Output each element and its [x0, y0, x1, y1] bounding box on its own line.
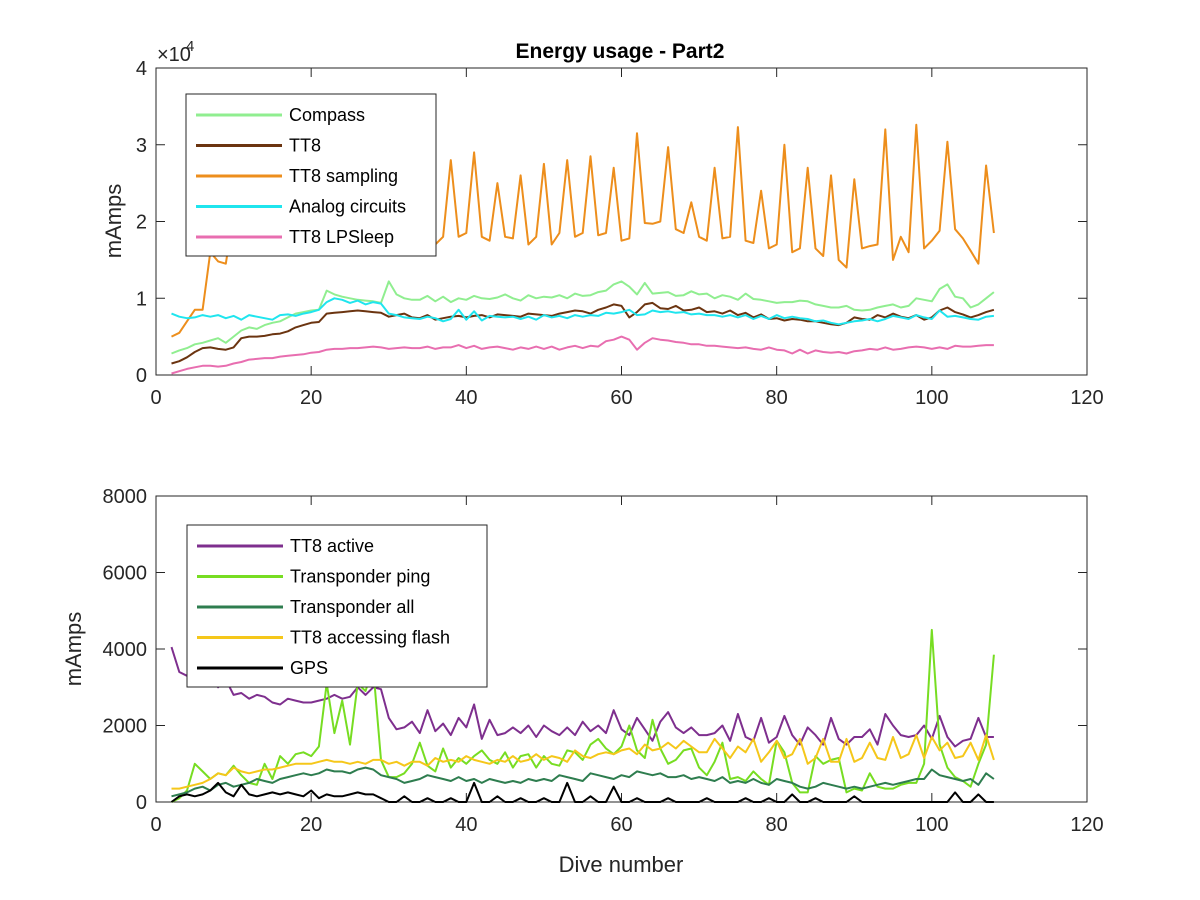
legend-entry-label: GPS	[290, 658, 328, 678]
x-axis-label: Dive number	[559, 852, 684, 877]
plot-area-bottom: 0 20 40 60 80 100 120 0 2000 4000 6000 8000 TT8 acti…	[103, 486, 1104, 836]
series-line-tt8-lpsleep	[171, 335, 994, 375]
x-tick-label: 20	[300, 814, 322, 836]
y-exponent-label: ×10 4	[157, 38, 194, 66]
y-tick-label: 1	[136, 288, 147, 310]
x-tick-label: 60	[610, 387, 632, 409]
x-tick-label: 120	[1070, 387, 1103, 409]
y-axis-label: mAmps	[61, 612, 86, 687]
y-exponent-base: ×10	[157, 44, 191, 66]
x-tick-label: 100	[915, 387, 948, 409]
legend-entry-label: Compass	[289, 105, 365, 125]
legend-entry-label: Analog circuits	[289, 197, 406, 217]
series-line-analog-circuits	[171, 297, 995, 326]
x-tick-label: 40	[455, 387, 477, 409]
series-line-compass	[171, 280, 995, 355]
legend-entry-label: Transponder all	[290, 597, 414, 617]
y-tick-label: 6000	[103, 563, 148, 585]
y-tick-label: 0	[136, 792, 147, 814]
series-line-tt8	[171, 301, 995, 365]
legend-entry-label: TT8 accessing flash	[290, 628, 450, 648]
x-tick-label: 40	[455, 814, 477, 836]
series-line-tt8-active	[170, 646, 994, 748]
x-tick-label: 80	[766, 814, 788, 836]
legend: TT8 active Transponder ping Transponder al…	[186, 524, 488, 688]
y-tick-label: 2	[136, 212, 147, 234]
x-tick-label: 0	[150, 814, 161, 836]
legend-entry-label: Transponder ping	[290, 567, 430, 587]
plot-area-top: 0 20 40 60 80 100 120 0 1 2 3 4 Compass TT8 TT8 sampli…	[136, 58, 1104, 409]
series-line-tt8-accessing-flash	[171, 734, 995, 790]
legend-entry-label: TT8 sampling	[289, 166, 398, 186]
x-tick-label: 120	[1070, 814, 1103, 836]
y-tick-label: 2000	[103, 716, 148, 738]
y-tick-label: 0	[136, 365, 147, 387]
y-tick-label: 8000	[103, 486, 148, 508]
x-tick-label: 0	[150, 387, 161, 409]
x-tick-label: 100	[915, 814, 948, 836]
legend-entry-label: TT8 LPSleep	[289, 227, 394, 247]
series-line-transponder-ping	[171, 628, 995, 803]
legend-entry-label: TT8 active	[290, 536, 374, 556]
x-tick-label: 80	[766, 387, 788, 409]
y-axis-label: mAmps	[101, 184, 126, 259]
series-line-transponder-all	[171, 766, 995, 798]
legend: Compass TT8 TT8 sampling Analog circuits TT8…	[185, 93, 437, 257]
y-tick-label: 4000	[103, 639, 148, 661]
x-tick-label: 20	[300, 387, 322, 409]
chart-title: Energy usage - Part2	[516, 40, 725, 63]
series-line-gps	[170, 781, 994, 803]
subplot-top: Energy usage - Part2 ×10 4 mAmps 0 20 40 60…	[101, 38, 1104, 409]
y-exponent-power: 4	[186, 38, 194, 55]
y-tick-label: 3	[136, 135, 147, 157]
legend-entry-label: TT8	[289, 136, 321, 156]
subplot-bottom: mAmps Dive number 0 20 40 60 80 100 120 0 2000 40…	[61, 486, 1104, 877]
x-tick-label: 60	[610, 814, 632, 836]
y-tick-label: 4	[136, 58, 147, 80]
